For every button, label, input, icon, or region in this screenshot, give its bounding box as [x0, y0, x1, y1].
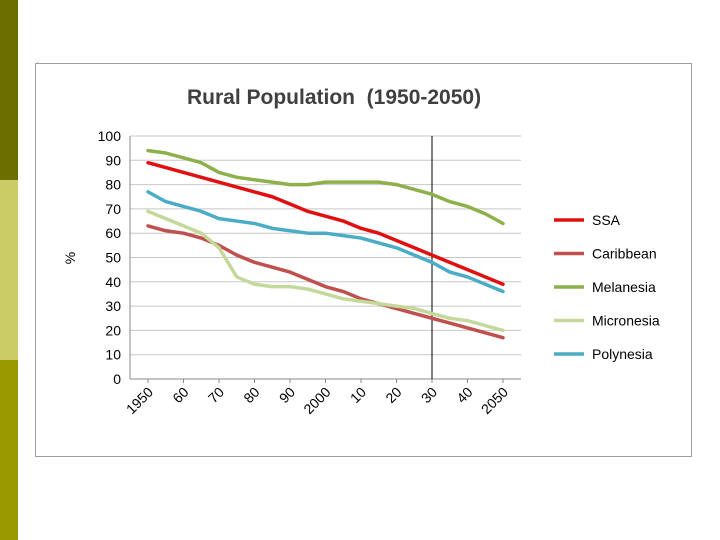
y-tick-label: 30	[105, 298, 121, 314]
accent-bar-bottom	[0, 360, 18, 540]
series-line-polynesia	[146, 190, 505, 294]
x-tick-label: 30	[418, 384, 440, 406]
y-tick-label: 70	[105, 201, 121, 217]
accent-bar-middle	[0, 180, 18, 360]
y-axis-label: %	[62, 252, 78, 264]
series-line-micronesia	[146, 209, 505, 333]
x-tick-label: 40	[453, 384, 475, 406]
x-tick-label: 90	[276, 384, 298, 406]
legend-label-caribbean: Caribbean	[592, 246, 657, 262]
x-tick-label: 20	[382, 384, 404, 406]
y-tick-label: 20	[105, 322, 121, 338]
accent-bar-top	[0, 0, 18, 180]
y-tick-label: 100	[98, 128, 122, 144]
x-tick-label: 2050	[478, 384, 511, 417]
series-line-melanesia	[146, 148, 505, 226]
series-line-ssa	[146, 160, 505, 286]
y-tick-label: 0	[113, 371, 121, 387]
y-tick-label: 40	[105, 274, 121, 290]
x-tick-label: 60	[169, 384, 191, 406]
y-tick-label: 90	[105, 152, 121, 168]
y-tick-label: 50	[105, 250, 121, 266]
y-tick-label: 10	[105, 347, 121, 363]
y-tick-label: 80	[105, 177, 121, 193]
y-tick-label: 60	[105, 225, 121, 241]
x-tick-label: 70	[205, 384, 227, 406]
legend-label-ssa: SSA	[592, 212, 621, 228]
legend-label-micronesia: Micronesia	[592, 313, 660, 329]
x-tick-label: 2000	[300, 384, 333, 417]
x-tick-label: 80	[240, 384, 262, 406]
x-tick-label: 10	[347, 384, 369, 406]
chart-title: Rural Population (1950-2050)	[187, 86, 481, 109]
x-tick-label: 1950	[123, 384, 156, 417]
series-line-caribbean	[146, 224, 505, 340]
legend-label-melanesia: Melanesia	[592, 279, 656, 295]
chart-frame	[35, 63, 692, 457]
legend-label-polynesia: Polynesia	[592, 346, 653, 362]
